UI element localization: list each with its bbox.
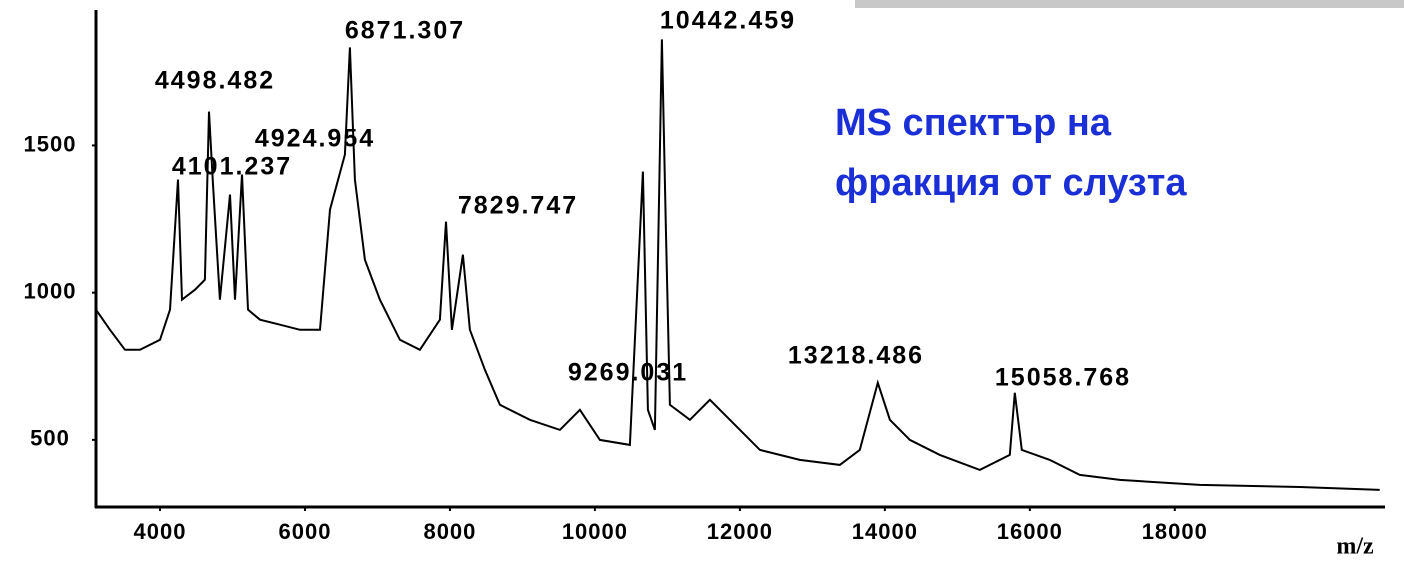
spectrum — [95, 39, 1380, 491]
x-tick-label: 8000 — [423, 519, 476, 544]
chart-title-line: фракция от слузта — [835, 162, 1187, 204]
x-tick-label: 18000 — [1142, 519, 1208, 544]
x-tick-label: 14000 — [852, 519, 918, 544]
chart-title-line: MS спектър на — [835, 102, 1112, 144]
x-axis-label: m/z — [1336, 534, 1374, 560]
x-tick-label: 16000 — [997, 519, 1063, 544]
peak-label: 7829.747 — [458, 192, 578, 220]
peak-label: 10442.459 — [660, 7, 796, 35]
y-tick-label: 500 — [30, 426, 70, 451]
x-tick-label: 10000 — [562, 519, 628, 544]
image-fragment — [855, 0, 1404, 8]
y-tick-label: 1000 — [24, 278, 77, 303]
peak-label: 6871.307 — [345, 17, 465, 45]
peak-label: 13218.486 — [788, 342, 924, 370]
peak-label: 9269.031 — [568, 359, 688, 387]
peak-label: 4498.482 — [155, 67, 275, 95]
peak-label: 4101.237 — [172, 153, 292, 181]
x-tick-label: 4000 — [134, 519, 187, 544]
x-tick-label: 12000 — [707, 519, 773, 544]
peak-label: 4924.954 — [255, 125, 375, 153]
peak-label: 15058.768 — [995, 364, 1131, 392]
y-tick-label: 1500 — [24, 131, 77, 156]
x-tick-label: 6000 — [278, 519, 331, 544]
